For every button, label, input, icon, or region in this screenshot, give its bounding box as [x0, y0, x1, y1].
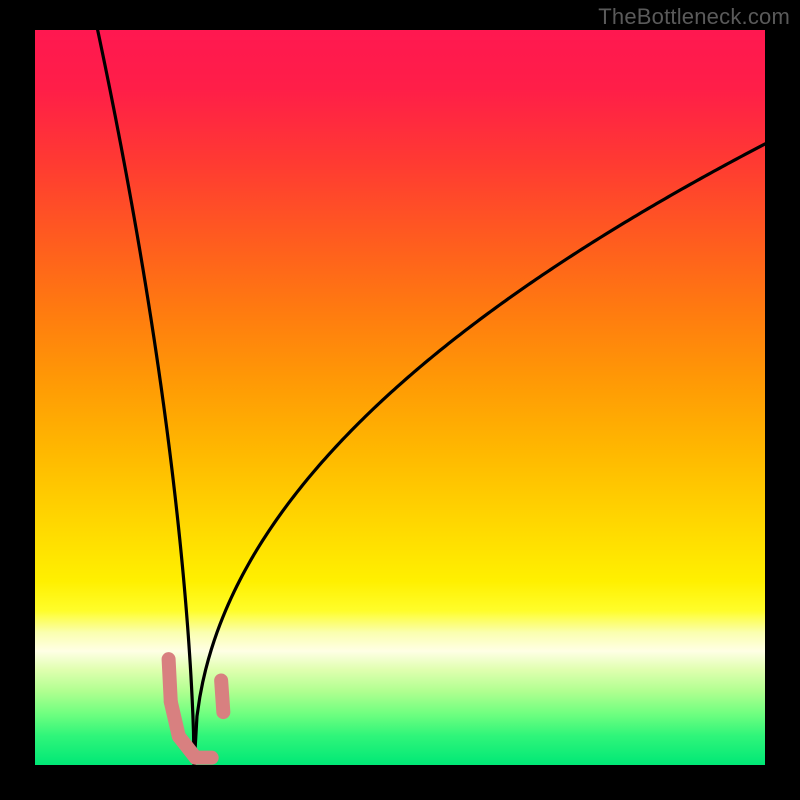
watermark-text: TheBottleneck.com [598, 4, 790, 30]
bottom-marker-segment [221, 680, 223, 712]
plot-gradient-background [35, 30, 765, 765]
chart-container: TheBottleneck.com [0, 0, 800, 800]
bottleneck-chart [0, 0, 800, 800]
